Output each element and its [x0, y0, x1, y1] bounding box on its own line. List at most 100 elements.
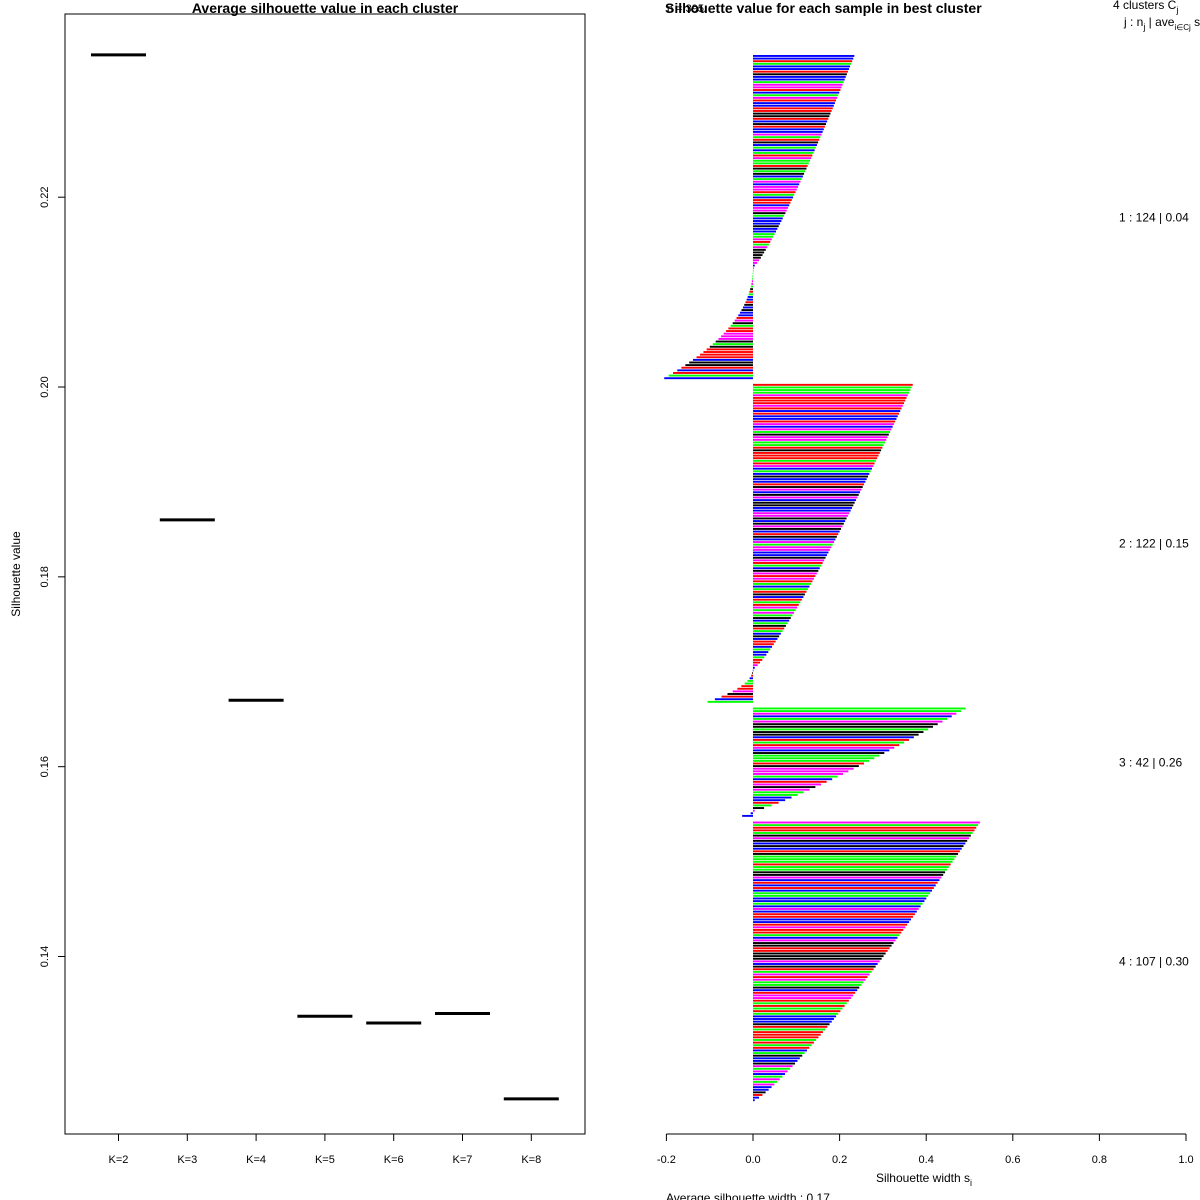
right-x-tick-label: 0.2 [832, 1154, 847, 1166]
silhouette-bar [753, 725, 933, 728]
silhouette-bar [753, 627, 785, 630]
silhouette-bar [753, 1062, 796, 1065]
silhouette-bar [753, 569, 819, 572]
silhouette-bar [753, 120, 828, 123]
silhouette-bar [753, 110, 832, 112]
silhouette-bar [753, 762, 865, 765]
silhouette-bar [745, 301, 753, 304]
silhouette-bar [753, 75, 846, 78]
silhouette-bar [753, 243, 769, 246]
silhouette-bar [753, 928, 904, 931]
silhouette-bar [753, 449, 882, 452]
silhouette-bar [753, 1044, 812, 1047]
silhouette-bar [753, 1025, 828, 1028]
silhouette-bar [668, 374, 753, 377]
silhouette-bar [753, 754, 880, 757]
left-plot-frame [64, 13, 586, 1135]
silhouette-bar [753, 986, 860, 989]
silhouette-bar [753, 480, 866, 483]
silhouette-bar [732, 690, 753, 693]
silhouette-bar [753, 496, 858, 499]
silhouette-bar [753, 968, 874, 971]
silhouette-bar [753, 154, 813, 157]
silhouette-bar [753, 707, 966, 710]
silhouette-bar [753, 575, 816, 578]
header-line1-text: 4 clusters C [1113, 0, 1177, 12]
silhouette-bar [753, 653, 767, 656]
x-tick-label: K=5 [315, 1154, 335, 1166]
silhouette-bar [748, 293, 753, 296]
silhouette-bar [753, 963, 878, 965]
silhouette-bar [753, 1028, 826, 1031]
silhouette-bar [707, 700, 753, 703]
silhouette-bar [753, 83, 843, 86]
silhouette-bar [700, 353, 753, 356]
silhouette-bar [753, 799, 786, 802]
silhouette-bar [753, 264, 755, 267]
silhouette-bar [753, 738, 909, 741]
silhouette-bar [753, 868, 947, 871]
x-tick-label: K=3 [177, 1154, 197, 1166]
silhouette-bar [753, 99, 837, 102]
silhouette-bar [753, 546, 832, 549]
silhouette-bar [753, 783, 822, 786]
silhouette-bar [742, 306, 753, 309]
silhouette-bar [753, 507, 852, 509]
silhouette-bar [753, 970, 872, 973]
silhouette-bar [753, 394, 908, 397]
silhouette-bar [753, 897, 927, 900]
silhouette-bar [753, 583, 811, 585]
y-tick-label: 0.16 [39, 756, 51, 777]
silhouette-bar [753, 62, 852, 65]
silhouette-bar [753, 1099, 755, 1102]
silhouette-bar [753, 572, 817, 575]
silhouette-bar [753, 1018, 834, 1020]
silhouette-bar [753, 889, 932, 892]
silhouette-bar [753, 1046, 810, 1049]
silhouette-bar [753, 78, 845, 81]
silhouette-bar [753, 1088, 769, 1091]
silhouette-bar [753, 55, 855, 57]
silhouette-bar [753, 939, 896, 942]
silhouette-bar [753, 1039, 817, 1041]
silhouette-bar [753, 757, 875, 760]
silhouette-bar [752, 277, 753, 280]
silhouette-bar [753, 847, 962, 850]
silhouette-bar [753, 1078, 780, 1081]
silhouette-bar [753, 1031, 823, 1034]
silhouette-bar [753, 585, 810, 588]
silhouette-bar [753, 178, 802, 181]
silhouette-bar [753, 259, 760, 262]
silhouette-bar [753, 778, 833, 781]
silhouette-bar [741, 685, 753, 688]
silhouette-bar [753, 942, 894, 944]
silhouette-bar [753, 824, 979, 827]
silhouette-bar [753, 222, 781, 225]
silhouette-bar [753, 638, 778, 640]
silhouette-bar [715, 340, 753, 343]
silhouette-bar [753, 728, 929, 731]
silhouette-bar [753, 804, 772, 807]
silhouette-bar [753, 580, 813, 583]
silhouette-bar [753, 227, 778, 230]
silhouette-bar [753, 514, 848, 517]
silhouette-bar [753, 130, 823, 133]
silhouette-bar [753, 809, 755, 812]
silhouette-bar [753, 428, 892, 431]
silhouette-bar [753, 1086, 772, 1089]
silhouette-bar [753, 796, 792, 799]
silhouette-bar [753, 425, 893, 428]
silhouette-bar [753, 251, 765, 254]
right-x-axis: -0.2 0.0 0.2 0.4 0.6 0.8 1.0 [657, 1133, 1194, 1166]
silhouette-bar [753, 493, 859, 496]
header-line2-sub2: i∈Cj [1174, 23, 1191, 32]
silhouette-bar [753, 910, 917, 913]
silhouette-bar [753, 666, 755, 669]
silhouette-bar [753, 191, 796, 194]
silhouette-bar [753, 866, 949, 868]
silhouette-bar [753, 554, 827, 557]
silhouette-bar [753, 759, 870, 762]
silhouette-bar [753, 475, 869, 478]
right-x-tick-label: 0.4 [919, 1154, 934, 1166]
